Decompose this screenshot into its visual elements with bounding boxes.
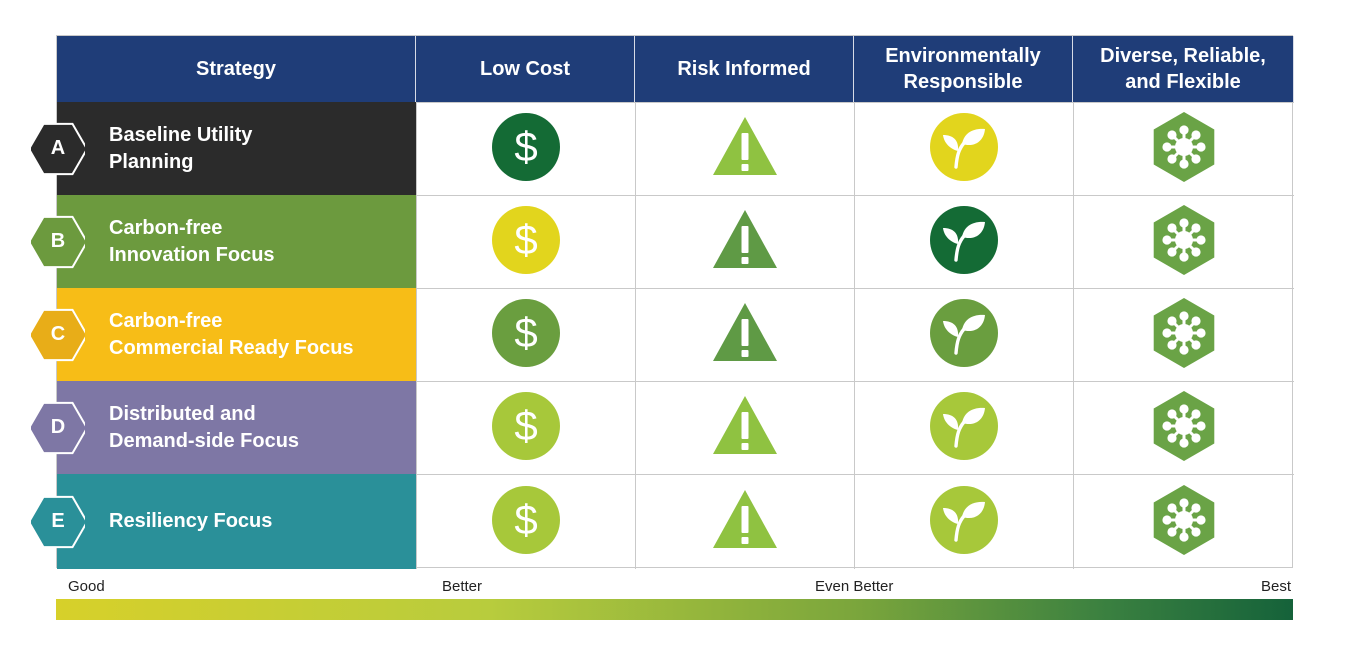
rating-cell [635, 288, 854, 381]
rating-cell: $ [416, 381, 635, 474]
rating-cell [1073, 474, 1294, 569]
strategy-name: Carbon-free Commercial Ready Focus [109, 309, 354, 359]
svg-text:$: $ [514, 123, 537, 170]
scale-label-good: Good [68, 578, 105, 595]
leaf-icon [928, 204, 1000, 281]
leaf-icon [928, 111, 1000, 188]
strategy-name: Resiliency Focus [109, 510, 273, 532]
rating-cell [635, 102, 854, 195]
strategy-letter-badge: C [31, 304, 85, 366]
rating-cell [635, 474, 854, 569]
strategy-letter: D [50, 416, 66, 438]
strategy-name: Baseline Utility Planning [109, 123, 253, 173]
dollar-icon: $ [490, 484, 562, 561]
scale-labels: Good Better Even Better Best [56, 578, 1293, 598]
strategy-letter-badge: A [31, 118, 85, 180]
network-icon [1148, 111, 1220, 188]
rating-gradient-bar [56, 599, 1293, 620]
rating-cell [854, 102, 1073, 195]
strategy-name: Carbon-free Innovation Focus [109, 216, 275, 266]
rating-cell [1073, 102, 1294, 195]
svg-text:$: $ [514, 402, 537, 449]
strategy-row-a: A Baseline Utility Planning [31, 102, 416, 195]
header-low-cost: Low Cost [416, 36, 635, 102]
network-icon [1148, 204, 1220, 281]
strategy-row-c: C Carbon-free Commercial Ready Focus [31, 288, 416, 381]
header-risk-informed: Risk Informed [635, 36, 854, 102]
rating-cell [635, 381, 854, 474]
dollar-icon: $ [490, 390, 562, 467]
strategy-row-d: D Distributed and Demand-side Focus [31, 381, 416, 474]
rating-cell: $ [416, 288, 635, 381]
rating-cell [854, 381, 1073, 474]
svg-text:$: $ [514, 309, 537, 356]
header-diverse-reliable-flexible: Diverse, Reliable, and Flexible [1073, 36, 1294, 102]
strategy-name: Distributed and Demand-side Focus [109, 402, 300, 452]
network-icon [1148, 484, 1220, 561]
rating-cell [1073, 381, 1294, 474]
rating-cell [854, 474, 1073, 569]
strategy-letter: A [50, 137, 66, 159]
rating-cell [854, 288, 1073, 381]
strategy-row-b: B Carbon-free Innovation Focus [31, 195, 416, 288]
rating-cell [1073, 288, 1294, 381]
svg-text:$: $ [514, 216, 537, 263]
scale-label-better: Better [442, 578, 483, 595]
svg-text:$: $ [514, 496, 537, 543]
strategy-letter-badge: D [31, 397, 85, 459]
strategy-row-e: E Resiliency Focus [31, 474, 416, 569]
dollar-icon: $ [490, 297, 562, 374]
scale-label-best: Best [1260, 578, 1291, 595]
leaf-icon [928, 390, 1000, 467]
warning-icon [709, 204, 781, 281]
strategy-matrix: Strategy Low Cost Risk Informed Environm… [31, 35, 1294, 569]
warning-icon [709, 111, 781, 188]
rating-cell [1073, 195, 1294, 288]
rating-cell [854, 195, 1073, 288]
strategy-letter: C [50, 323, 66, 345]
leaf-icon [928, 297, 1000, 374]
scale-label-even-better: Even Better [815, 578, 894, 595]
warning-icon [709, 297, 781, 374]
strategy-letter-badge: E [31, 491, 85, 553]
rating-cell: $ [416, 474, 635, 569]
header-strategy: Strategy [57, 36, 416, 102]
warning-icon [709, 484, 781, 561]
strategy-letter: B [50, 230, 66, 252]
dollar-icon: $ [490, 204, 562, 281]
rating-cell: $ [416, 102, 635, 195]
warning-icon [709, 390, 781, 467]
leaf-icon [928, 484, 1000, 561]
rating-cell [635, 195, 854, 288]
network-icon [1148, 297, 1220, 374]
rating-cell: $ [416, 195, 635, 288]
dollar-icon: $ [490, 111, 562, 188]
header-environmentally-responsible: Environmentally Responsible [854, 36, 1073, 102]
network-icon [1148, 390, 1220, 467]
strategy-letter-badge: B [31, 211, 85, 273]
strategy-letter: E [51, 510, 65, 532]
